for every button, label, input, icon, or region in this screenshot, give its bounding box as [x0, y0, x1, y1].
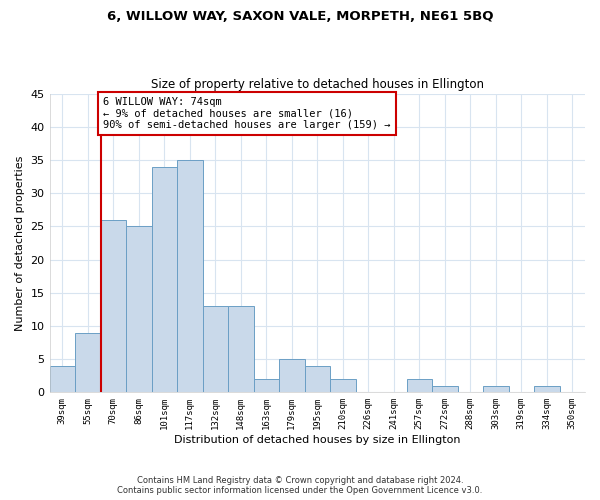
- Text: 6, WILLOW WAY, SAXON VALE, MORPETH, NE61 5BQ: 6, WILLOW WAY, SAXON VALE, MORPETH, NE61…: [107, 10, 493, 23]
- Text: Contains HM Land Registry data © Crown copyright and database right 2024.
Contai: Contains HM Land Registry data © Crown c…: [118, 476, 482, 495]
- Bar: [254, 379, 279, 392]
- Title: Size of property relative to detached houses in Ellington: Size of property relative to detached ho…: [151, 78, 484, 91]
- Bar: [407, 379, 432, 392]
- Text: 6 WILLOW WAY: 74sqm
← 9% of detached houses are smaller (16)
90% of semi-detache: 6 WILLOW WAY: 74sqm ← 9% of detached hou…: [103, 97, 391, 130]
- Bar: [534, 386, 560, 392]
- Bar: [152, 166, 177, 392]
- Bar: [203, 306, 228, 392]
- Bar: [75, 332, 101, 392]
- Bar: [126, 226, 152, 392]
- Bar: [177, 160, 203, 392]
- Bar: [50, 366, 75, 392]
- Bar: [483, 386, 509, 392]
- Bar: [101, 220, 126, 392]
- Bar: [228, 306, 254, 392]
- Bar: [279, 359, 305, 392]
- X-axis label: Distribution of detached houses by size in Ellington: Distribution of detached houses by size …: [174, 435, 461, 445]
- Bar: [330, 379, 356, 392]
- Bar: [305, 366, 330, 392]
- Bar: [432, 386, 458, 392]
- Y-axis label: Number of detached properties: Number of detached properties: [15, 156, 25, 330]
